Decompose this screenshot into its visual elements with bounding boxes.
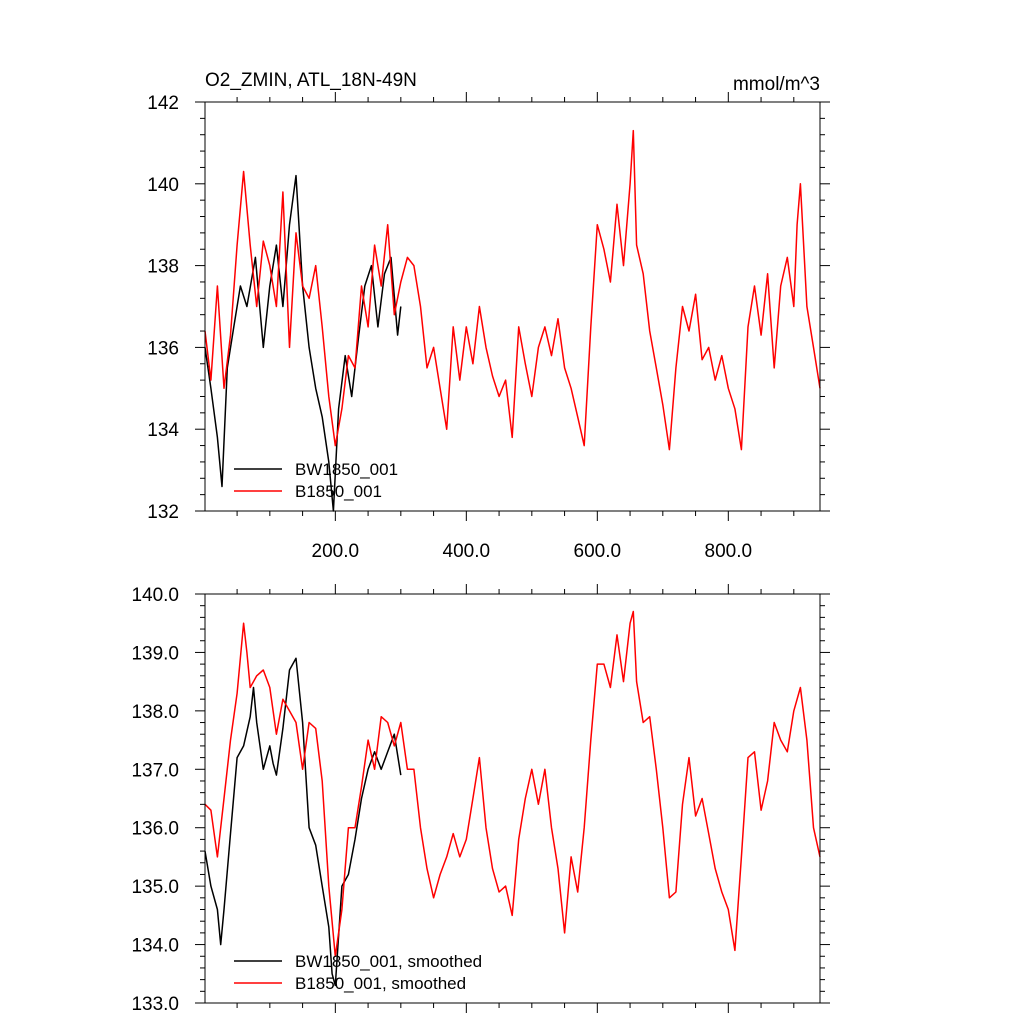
y-tick-label: 137.0 (131, 760, 179, 781)
y-tick-label: 134 (147, 420, 179, 441)
tick-layer: 132 134 136 138 140 142 200.0 400.0 600.0 800.0 (147, 92, 830, 562)
top-panel: O2_ZMIN, ATL_18N-49N mmol/m^3 1321341361… (147, 70, 830, 562)
legend-label-bw1850-smoothed: BW1850_001, smoothed (295, 952, 482, 971)
y-tick-label: 135.0 (131, 877, 179, 898)
series-line-b1850-001 (204, 610, 821, 958)
y-tick-label: 140.0 (131, 585, 179, 606)
x-tick-label: 200.0 (312, 541, 360, 562)
plot-frame (204, 101, 821, 512)
bottom-panel: 133.0 134.0 135.0 136.0 137.0 138.0 139.0 140.0… (131, 584, 830, 1015)
series-line-bw1850-001 (204, 657, 402, 987)
plot-frame (204, 593, 821, 1004)
y-tick-label: 138.0 (131, 702, 179, 723)
y-tick-label: 136 (147, 338, 179, 359)
tick-layer: 133.0 134.0 135.0 136.0 137.0 138.0 139.0 140.0 (131, 584, 830, 1015)
units-label: mmol/m^3 (733, 74, 820, 95)
y-tick-label: 133.0 (131, 994, 179, 1015)
series-layer (204, 129, 821, 512)
x-tick-label: 800.0 (705, 541, 753, 562)
chart-title: O2_ZMIN, ATL_18N-49N (205, 70, 417, 91)
legend: BW1850_001, smoothed B1850_001, smoothed (234, 952, 482, 993)
legend-label-bw1850: BW1850_001 (295, 460, 398, 479)
legend: BW1850_001 B1850_001 (234, 460, 398, 501)
y-tick-label: 138 (147, 257, 179, 278)
y-tick-label: 142 (147, 93, 179, 114)
y-tick-label: 140 (147, 175, 179, 196)
series-line-bw1850-001 (204, 174, 402, 512)
y-tick-label: 132 (147, 502, 179, 523)
x-tick-label: 400.0 (443, 541, 491, 562)
y-tick-label: 134.0 (131, 936, 179, 957)
x-tick-label: 600.0 (574, 541, 622, 562)
legend-label-b1850-smoothed: B1850_001, smoothed (295, 974, 466, 993)
y-tick-label: 136.0 (131, 819, 179, 840)
series-layer (204, 610, 821, 987)
y-tick-label: 139.0 (131, 643, 179, 664)
legend-label-b1850: B1850_001 (295, 482, 382, 501)
series-line-b1850-001 (204, 129, 821, 451)
